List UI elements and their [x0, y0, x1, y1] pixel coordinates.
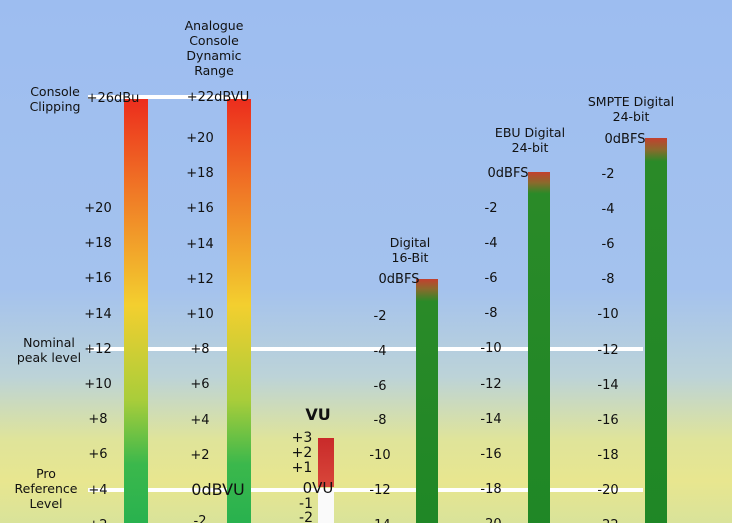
digital16-scale-tick: -12	[369, 483, 391, 498]
vu-title: VU	[305, 405, 331, 424]
smpte24-scale-tick: -6	[601, 237, 615, 253]
analogue-top-label: +22dBVU	[186, 90, 250, 105]
analogue-scale-tick: +8	[190, 342, 210, 358]
digital16-scale-tick: -2	[373, 309, 387, 324]
digital16-scale-tick: -8	[373, 413, 387, 429]
smpte24-scale-tick: -12	[597, 342, 619, 358]
smpte24-scale-tick: -2	[601, 167, 615, 182]
ebu24-top-label: 0dBFS	[487, 166, 529, 181]
analogue-scale-tick: +20	[186, 131, 214, 146]
vu-scale-tick: 0VU	[302, 479, 334, 497]
nominal-peak-line	[88, 347, 643, 351]
smpte24-scale-tick: -10	[597, 307, 619, 323]
smpte24-scale-tick: -8	[601, 272, 615, 288]
vu-scale-tick: +2	[291, 445, 313, 461]
console-scale-tick: +16	[84, 271, 112, 287]
digital16-scale-tick: -14	[369, 518, 390, 523]
smpte24-bar	[645, 138, 667, 523]
analogue-scale-tick: +6	[190, 377, 210, 393]
ebu24-scale-tick: -4	[484, 236, 498, 252]
vu-scale-tick: +1	[291, 460, 313, 476]
ebu24-scale-tick: -2	[484, 201, 498, 216]
console-scale-tick: +4	[88, 482, 108, 498]
console-scale-tick: +12	[84, 341, 112, 357]
smpte24-top-label: 0dBFS	[604, 132, 646, 147]
digital16-scale-tick: -4	[373, 343, 387, 359]
clipping-line	[88, 95, 248, 99]
ebu24-title: EBU Digital 24-bit	[494, 125, 566, 155]
analogue-scale-tick: +2	[190, 447, 210, 463]
smpte24-scale-tick: -22	[597, 518, 618, 523]
smpte24-scale-tick: -18	[597, 447, 619, 463]
analogue-scale-tick: +12	[186, 271, 214, 287]
ebu24-bar	[528, 172, 550, 523]
console-scale-tick: +10	[84, 377, 112, 392]
console-range-bar	[124, 99, 148, 523]
digital16-top-label: 0dBFS	[378, 272, 420, 287]
digital16-title: Digital 16-Bit	[389, 235, 431, 265]
console-scale-tick: +6	[88, 447, 108, 463]
analogue-scale-tick: +4	[190, 412, 210, 428]
vu-white-bar	[318, 492, 334, 523]
smpte24-scale-tick: -20	[597, 482, 619, 498]
vu-scale-tick: +3	[291, 430, 313, 446]
vu-scale-tick: -1	[299, 496, 313, 512]
ebu24-scale-tick: -20	[480, 517, 501, 523]
smpte24-scale-tick: -4	[601, 202, 615, 218]
ebu24-scale-tick: -18	[480, 481, 502, 497]
console-top-label: +26dBu	[86, 91, 140, 106]
console-scale-tick: +2	[88, 518, 107, 523]
ebu24-scale-tick: -14	[480, 411, 502, 427]
pro-reference-line	[88, 488, 643, 492]
console-scale-tick: +20	[84, 201, 112, 216]
digital16-scale-tick: -6	[373, 378, 387, 394]
digital16-scale-tick: -10	[369, 448, 391, 464]
analogue-scale-tick: +14	[186, 236, 214, 252]
console-clipping-label: Console Clipping	[29, 84, 81, 114]
console-scale-tick: +8	[88, 412, 108, 428]
vu-scale-tick: -2	[299, 510, 313, 523]
analogue-reference-label: 0dBVU	[191, 480, 245, 499]
ebu24-scale-tick: -10	[480, 341, 502, 357]
ebu24-scale-tick: -6	[484, 271, 498, 287]
console-scale-tick: +18	[84, 236, 112, 252]
analogue-range-bar	[227, 99, 251, 523]
vu-red-bar	[318, 438, 334, 487]
analogue-scale-tick: +10	[186, 307, 214, 322]
analogue-title: Analogue Console Dynamic Range	[184, 18, 244, 78]
smpte24-title: SMPTE Digital 24-bit	[587, 94, 675, 124]
analogue-bottom-label: -2	[193, 514, 207, 523]
analogue-scale-tick: +16	[186, 201, 214, 217]
pro-reference-label: Pro Reference Level	[14, 466, 78, 511]
ebu24-scale-tick: -8	[484, 306, 498, 322]
nominal-peak-label: Nominal peak level	[16, 335, 82, 365]
smpte24-scale-tick: -14	[597, 377, 619, 393]
smpte24-scale-tick: -16	[597, 412, 619, 428]
analogue-scale-tick: +18	[186, 166, 214, 182]
console-scale-tick: +14	[84, 306, 112, 322]
digital16-bar	[416, 279, 438, 523]
ebu24-scale-tick: -12	[480, 376, 502, 392]
ebu24-scale-tick: -16	[480, 446, 502, 462]
